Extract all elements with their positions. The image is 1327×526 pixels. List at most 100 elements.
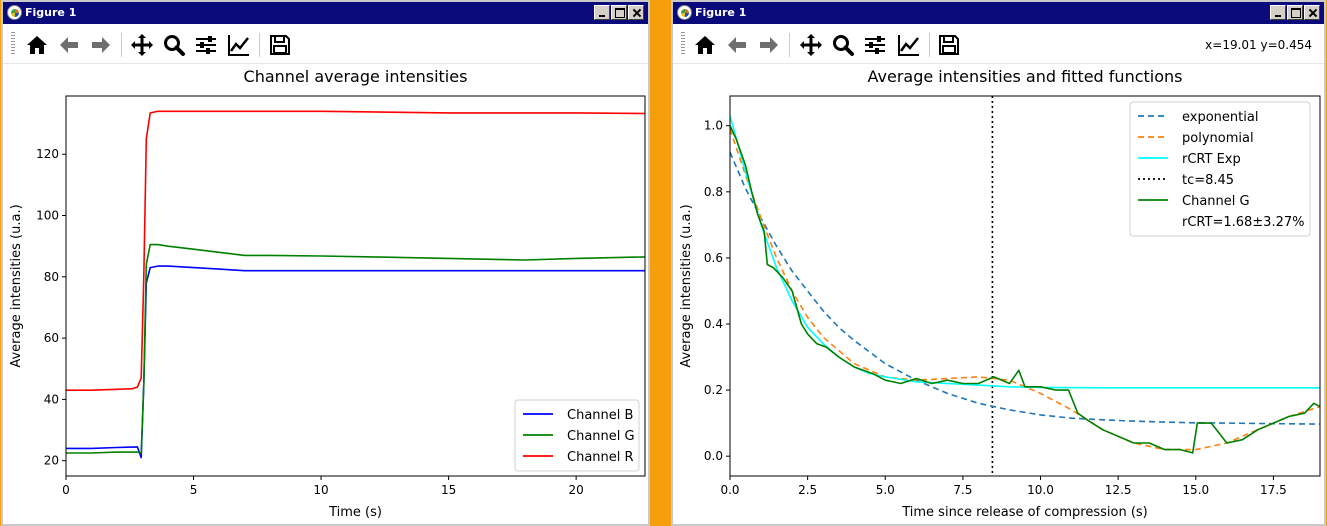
- x-tick-label: 17.5: [1260, 483, 1287, 497]
- pan-icon: [131, 34, 153, 56]
- pan-icon: [800, 34, 822, 56]
- figure-window-left: Figure 1 Channel average intensities Time…: [1, 0, 650, 526]
- window-title: Figure 1: [25, 6, 77, 19]
- plot-area: [66, 110, 645, 459]
- y-tick-label: 0.6: [704, 251, 723, 265]
- subplots-button[interactable]: [863, 33, 887, 57]
- legend-label: rCRT=1.68±3.27%: [1182, 215, 1304, 230]
- home-icon: [27, 36, 47, 54]
- legend-label: Channel B: [567, 408, 633, 423]
- y-axis-label: Average intensities (u.a.): [679, 204, 694, 367]
- toolbar-separator: [259, 33, 260, 57]
- forward-button[interactable]: [757, 33, 781, 57]
- window-title: Figure 1: [695, 6, 747, 19]
- y-tick-label: 0.2: [704, 383, 723, 397]
- matplotlib-logo-icon: [7, 5, 22, 20]
- toolbar-grip[interactable]: [11, 32, 15, 56]
- plot-area: [730, 96, 1320, 476]
- y-axis-label: Average intensities (u.a.): [9, 204, 24, 367]
- zoom-icon: [164, 35, 185, 56]
- save-icon: [270, 35, 290, 55]
- y-tick-label: 120: [36, 147, 59, 161]
- x-tick-label: 20: [568, 483, 583, 497]
- legend-box: [1129, 101, 1311, 237]
- save-button[interactable]: [268, 33, 292, 57]
- figure-canvas[interactable]: Channel average intensities Time (s) Avera…: [3, 64, 648, 524]
- y-tick-label: 40: [44, 392, 59, 406]
- legend-label: Channel R: [567, 450, 634, 465]
- y-tick-label: 20: [44, 454, 59, 468]
- x-tick-label: 10.0: [1027, 483, 1054, 497]
- x-tick-label: 15.0: [1182, 483, 1209, 497]
- save-button[interactable]: [937, 33, 961, 57]
- axes-frame: [729, 95, 1321, 477]
- y-tick-label: 0.4: [704, 317, 723, 331]
- axes-edit-icon: [228, 35, 249, 56]
- x-axis-label: Time since release of compression (s): [901, 505, 1148, 520]
- home-icon: [695, 36, 715, 54]
- close-button[interactable]: [628, 5, 644, 20]
- series-line-channel-g: [730, 125, 1320, 454]
- x-tick-label: 0: [62, 483, 70, 497]
- pan-button[interactable]: [130, 33, 154, 57]
- maximize-button[interactable]: [1287, 5, 1303, 20]
- legend-label: tc=8.45: [1182, 173, 1234, 188]
- zoom-button[interactable]: [831, 33, 855, 57]
- toolbar-grip[interactable]: [681, 32, 685, 56]
- title-bar[interactable]: Figure 1: [673, 2, 1324, 24]
- x-tick-label: 5.0: [876, 483, 895, 497]
- zoom-icon: [833, 35, 854, 56]
- minimize-button[interactable]: [1270, 5, 1286, 20]
- back-arrow-icon: [60, 37, 78, 53]
- legend-label: exponential: [1182, 110, 1258, 125]
- x-tick-label: 5: [190, 483, 198, 497]
- minimize-button[interactable]: [594, 5, 610, 20]
- series-line-channel-g: [66, 243, 645, 454]
- home-button[interactable]: [25, 33, 49, 57]
- legend-label: polynomial: [1182, 131, 1254, 146]
- y-tick-label: 60: [44, 331, 59, 345]
- x-tick-label: 12.5: [1105, 483, 1132, 497]
- zoom-button[interactable]: [162, 33, 186, 57]
- axes-edit-icon: [898, 35, 919, 56]
- x-tick-label: 2.5: [798, 483, 817, 497]
- legend-label: Channel G: [567, 429, 635, 444]
- back-button[interactable]: [725, 33, 749, 57]
- home-button[interactable]: [693, 33, 717, 57]
- forward-button[interactable]: [89, 33, 113, 57]
- toolbar-separator: [929, 33, 930, 57]
- figure-canvas[interactable]: Average intensities and fitted functions…: [673, 64, 1324, 524]
- y-tick-label: 0.8: [704, 185, 723, 199]
- edit-axes-button[interactable]: [897, 33, 921, 57]
- x-tick-label: 0.0: [720, 483, 739, 497]
- matplotlib-logo-icon: [677, 5, 692, 20]
- series-line-channel-b: [66, 265, 645, 459]
- series-line-channel-r: [66, 110, 645, 392]
- back-arrow-icon: [728, 37, 746, 53]
- y-tick-label: 100: [36, 209, 59, 223]
- back-button[interactable]: [57, 33, 81, 57]
- save-icon: [939, 35, 959, 55]
- legend-box: [514, 399, 640, 472]
- toolbar-separator: [789, 33, 790, 57]
- subplots-button[interactable]: [194, 33, 218, 57]
- edit-axes-button[interactable]: [227, 33, 251, 57]
- cursor-coordinates: x=19.01 y=0.454: [1205, 38, 1312, 52]
- navigation-toolbar: x=19.01 y=0.454: [673, 24, 1324, 64]
- x-tick-label: 10: [313, 483, 328, 497]
- close-button[interactable]: [1304, 5, 1320, 20]
- chart-title: Channel average intensities: [244, 67, 468, 86]
- x-tick-label: 15: [441, 483, 456, 497]
- navigation-toolbar: [3, 24, 648, 64]
- maximize-button[interactable]: [611, 5, 627, 20]
- title-bar[interactable]: Figure 1: [3, 2, 648, 24]
- y-tick-label: 80: [44, 270, 59, 284]
- forward-arrow-icon: [760, 37, 778, 53]
- y-tick-label: 1.0: [704, 119, 723, 133]
- chart-title: Average intensities and fitted functions: [868, 67, 1183, 86]
- x-axis-label: Time (s): [328, 505, 382, 520]
- legend-label: Channel G: [1182, 194, 1250, 209]
- series-line-polynomial: [730, 128, 1320, 451]
- pan-button[interactable]: [799, 33, 823, 57]
- subplots-icon: [865, 36, 885, 54]
